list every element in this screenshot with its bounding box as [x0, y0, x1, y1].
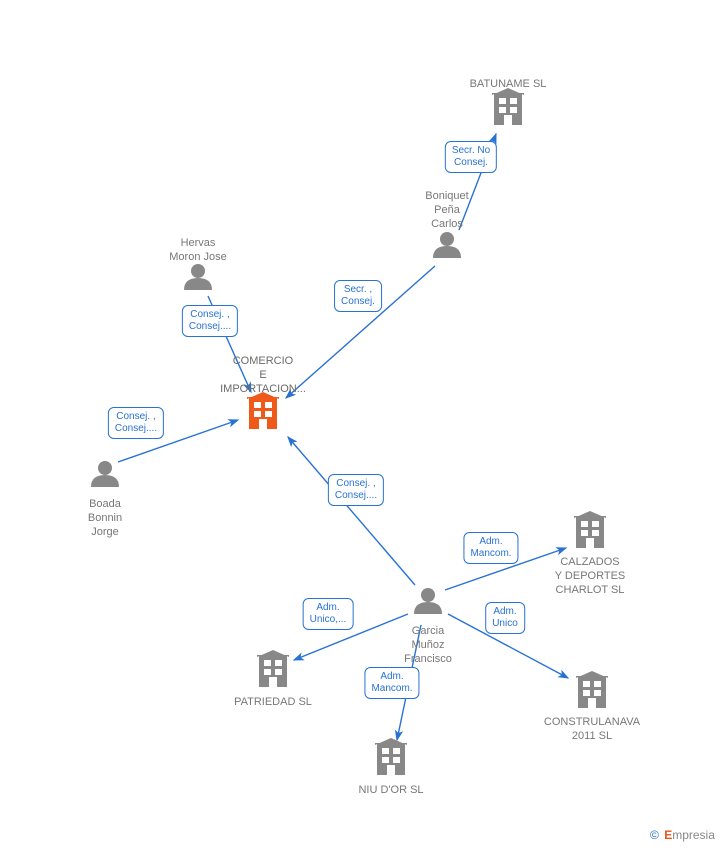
node-label-niudor: NIU D'OR SL: [358, 784, 423, 798]
node-label-construl: CONSTRULANAVA 2011 SL: [544, 716, 640, 744]
node-label-calzados: CALZADOS Y DEPORTES CHARLOT SL: [555, 556, 626, 597]
edge-label-garcia-construl: Adm. Unico: [485, 602, 525, 634]
person-icon-boniquet: [433, 232, 461, 258]
node-label-batuname: BATUNAME SL: [470, 78, 547, 92]
node-label-garcia: Garcia Muñoz Francisco: [404, 625, 452, 666]
building-icon-niudor: [375, 738, 407, 775]
node-label-patriedad: PATRIEDAD SL: [234, 696, 312, 710]
edge-label-boniquet-batuname: Secr. No Consej.: [445, 141, 497, 173]
person-icon-hervas: [184, 264, 212, 290]
copyright-symbol: ©: [650, 828, 659, 842]
watermark: © Empresia: [650, 828, 715, 842]
node-label-hervas: Hervas Moron Jose: [169, 237, 226, 265]
edge-label-garcia-patriedad: Adm. Unico,...: [303, 598, 354, 630]
edge-label-garcia-center: Consej. , Consej....: [328, 474, 384, 506]
building-icon-construl: [576, 671, 608, 708]
building-icon-calzados: [574, 511, 606, 548]
person-icon-boada: [91, 461, 119, 487]
node-label-boniquet: Boniquet Peña Carlos: [425, 190, 468, 231]
brand-rest: mpresia: [672, 828, 715, 842]
brand-e: E: [664, 828, 672, 842]
edge-label-garcia-calzados: Adm. Mancom.: [463, 532, 518, 564]
building-icon-batuname: [492, 88, 524, 125]
edge-label-garcia-niudor: Adm. Mancom.: [364, 667, 419, 699]
node-label-center: COMERCIO E IMPORTACION...: [220, 355, 306, 396]
building-icon-center: [247, 392, 279, 429]
building-icon-patriedad: [257, 650, 289, 687]
node-label-boada: Boada Bonnin Jorge: [88, 498, 122, 539]
edge-label-hervas-center: Consej. , Consej....: [182, 305, 238, 337]
edge-label-boniquet-center: Secr. , Consej.: [334, 280, 382, 312]
person-icon-garcia: [414, 588, 442, 614]
edge-label-boada-center: Consej. , Consej....: [108, 407, 164, 439]
edge-garcia-center: [288, 437, 415, 585]
